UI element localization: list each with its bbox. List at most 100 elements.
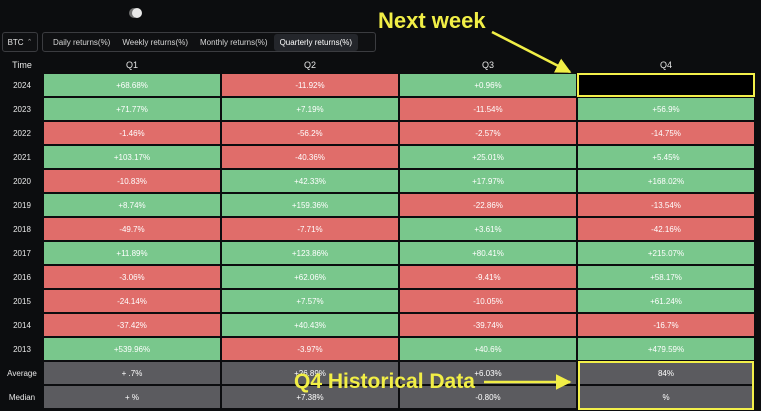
cell-q1: -49.7% (44, 218, 220, 240)
cell-q1: +11.89% (44, 242, 220, 264)
cell-q2: +123.86% (222, 242, 398, 264)
table-row: 2020 -10.83% +42.33% +17.97% +168.02% (0, 170, 761, 193)
cell-q1: -37.42% (44, 314, 220, 336)
row-label: 2018 (13, 225, 31, 234)
cell-q1: + % (44, 386, 220, 408)
tab-daily-returns[interactable]: Daily returns(%) (53, 37, 111, 47)
cell-q1: +103.17% (44, 146, 220, 168)
cell-q3: +6.03% (400, 362, 576, 384)
cell-q3: +25.01% (400, 146, 576, 168)
symbol-select[interactable]: BTC ⌃ (2, 32, 38, 52)
cell-q3: +40.6% (400, 338, 576, 360)
cell-q4 (577, 73, 755, 97)
returns-tabs: Daily returns(%) Weekly returns(%) Month… (42, 32, 376, 52)
cell-q4: +61.24% (578, 290, 754, 312)
cell-q2: +7.19% (222, 98, 398, 120)
top-bar (0, 0, 761, 30)
cell-q3: +3.61% (400, 218, 576, 240)
row-label: 2022 (13, 129, 31, 138)
table-row: 2023 +71.77% +7.19% -11.54% +56.9% (0, 98, 761, 121)
tab-weekly-returns[interactable]: Weekly returns(%) (122, 37, 188, 47)
cell-q2: +40.43% (222, 314, 398, 336)
cell-q4: -16.7% (578, 314, 754, 336)
cell-q4: -14.75% (578, 122, 754, 144)
header-q1: Q1 (125, 60, 138, 70)
cell-q4: +168.02% (578, 170, 754, 192)
cell-q2: +42.33% (222, 170, 398, 192)
cell-q4: +58.17% (578, 266, 754, 288)
table-row: 2016 -3.06% +62.06% -9.41% +58.17% (0, 266, 761, 289)
q4-summary-highlight (578, 361, 754, 410)
row-label: 2024 (13, 81, 31, 90)
cell-q2: -11.92% (222, 74, 398, 96)
cell-q4: 84% (578, 362, 754, 384)
cell-q2: +62.06% (222, 266, 398, 288)
cell-q3: -22.86% (400, 194, 576, 216)
q4-historical-callout: Q4 Historical Data (294, 370, 475, 393)
cell-q2: -56.2% (222, 122, 398, 144)
cell-q2: -40.36% (222, 146, 398, 168)
cell-q2: -7.71% (222, 218, 398, 240)
cell-q1: -24.14% (44, 290, 220, 312)
cell-q4: % (578, 386, 754, 408)
header-q4: Q4 (659, 60, 672, 70)
row-label: Average (7, 369, 37, 378)
row-label: 2021 (13, 153, 31, 162)
row-label: 2017 (13, 249, 31, 258)
cell-q3: +80.41% (400, 242, 576, 264)
cell-q1: -3.06% (44, 266, 220, 288)
table-header: Time Q1 Q2 Q3 Q4 (0, 56, 761, 74)
cell-q1: -10.83% (44, 170, 220, 192)
profile-icon (132, 8, 142, 18)
cell-q1: +8.74% (44, 194, 220, 216)
header-time: Time (12, 60, 32, 70)
cell-q2: -3.97% (222, 338, 398, 360)
tab-quarterly-returns[interactable]: Quarterly returns(%) (273, 33, 359, 51)
cell-q1: +68.68% (44, 74, 220, 96)
cell-q3: -0.80% (400, 386, 576, 408)
cell-q1: + .7% (44, 362, 220, 384)
header-q2: Q2 (303, 60, 316, 70)
row-label: 2014 (13, 321, 31, 330)
cell-q4: +56.9% (578, 98, 754, 120)
cell-q4: +5.45% (578, 146, 754, 168)
symbol-label: BTC (7, 37, 24, 47)
table-row: 2014 -37.42% +40.43% -39.74% -16.7% (0, 314, 761, 337)
cell-q3: -2.57% (400, 122, 576, 144)
cell-q3: -9.41% (400, 266, 576, 288)
cell-q2: +26.89% (222, 362, 398, 384)
cell-q3: -11.54% (400, 98, 576, 120)
cell-q2: +7.57% (222, 290, 398, 312)
cell-q1: -1.46% (44, 122, 220, 144)
cell-q4: -13.54% (578, 194, 754, 216)
row-label: 2016 (13, 273, 31, 282)
cell-q3: +0.96% (400, 74, 576, 96)
cell-q1: +71.77% (44, 98, 220, 120)
row-label: 2015 (13, 297, 31, 306)
tab-monthly-returns[interactable]: Monthly returns(%) (200, 37, 268, 47)
table-row: 2021 +103.17% -40.36% +25.01% +5.45% (0, 146, 761, 169)
cell-q4: -42.16% (578, 218, 754, 240)
average-row: Average + .7% +26.89% +6.03% 84% (0, 362, 761, 385)
cell-q3: -10.05% (400, 290, 576, 312)
table-row: 2024 +68.68% -11.92% +0.96% (0, 73, 761, 97)
row-label: 2023 (13, 105, 31, 114)
cell-q2: +159.36% (222, 194, 398, 216)
row-label: 2020 (13, 177, 31, 186)
header-q3: Q3 (481, 60, 494, 70)
table-row: 2017 +11.89% +123.86% +80.41% +215.07% (0, 242, 761, 265)
cell-q4: +479.59% (578, 338, 754, 360)
row-label: 2019 (13, 201, 31, 210)
median-row: Median + % +7.38% -0.80%% (0, 386, 761, 409)
table-row: 2015 -24.14% +7.57% -10.05% +61.24% (0, 290, 761, 313)
table-row: 2013 +539.96% -3.97% +40.6% +479.59% (0, 338, 761, 361)
chevron-updown-icon: ⌃ (26, 39, 33, 46)
next-week-callout: Next week (378, 8, 486, 33)
row-label: 2013 (13, 345, 31, 354)
table-row: 2018 -49.7% -7.71% +3.61% -42.16% (0, 218, 761, 241)
cell-q2: +7.38% (222, 386, 398, 408)
table-row: 2019 +8.74% +159.36% -22.86% -13.54% (0, 194, 761, 217)
cell-q1: +539.96% (44, 338, 220, 360)
table-row: 2022 -1.46% -56.2% -2.57% -14.75% (0, 122, 761, 145)
row-label: Median (8, 393, 36, 402)
